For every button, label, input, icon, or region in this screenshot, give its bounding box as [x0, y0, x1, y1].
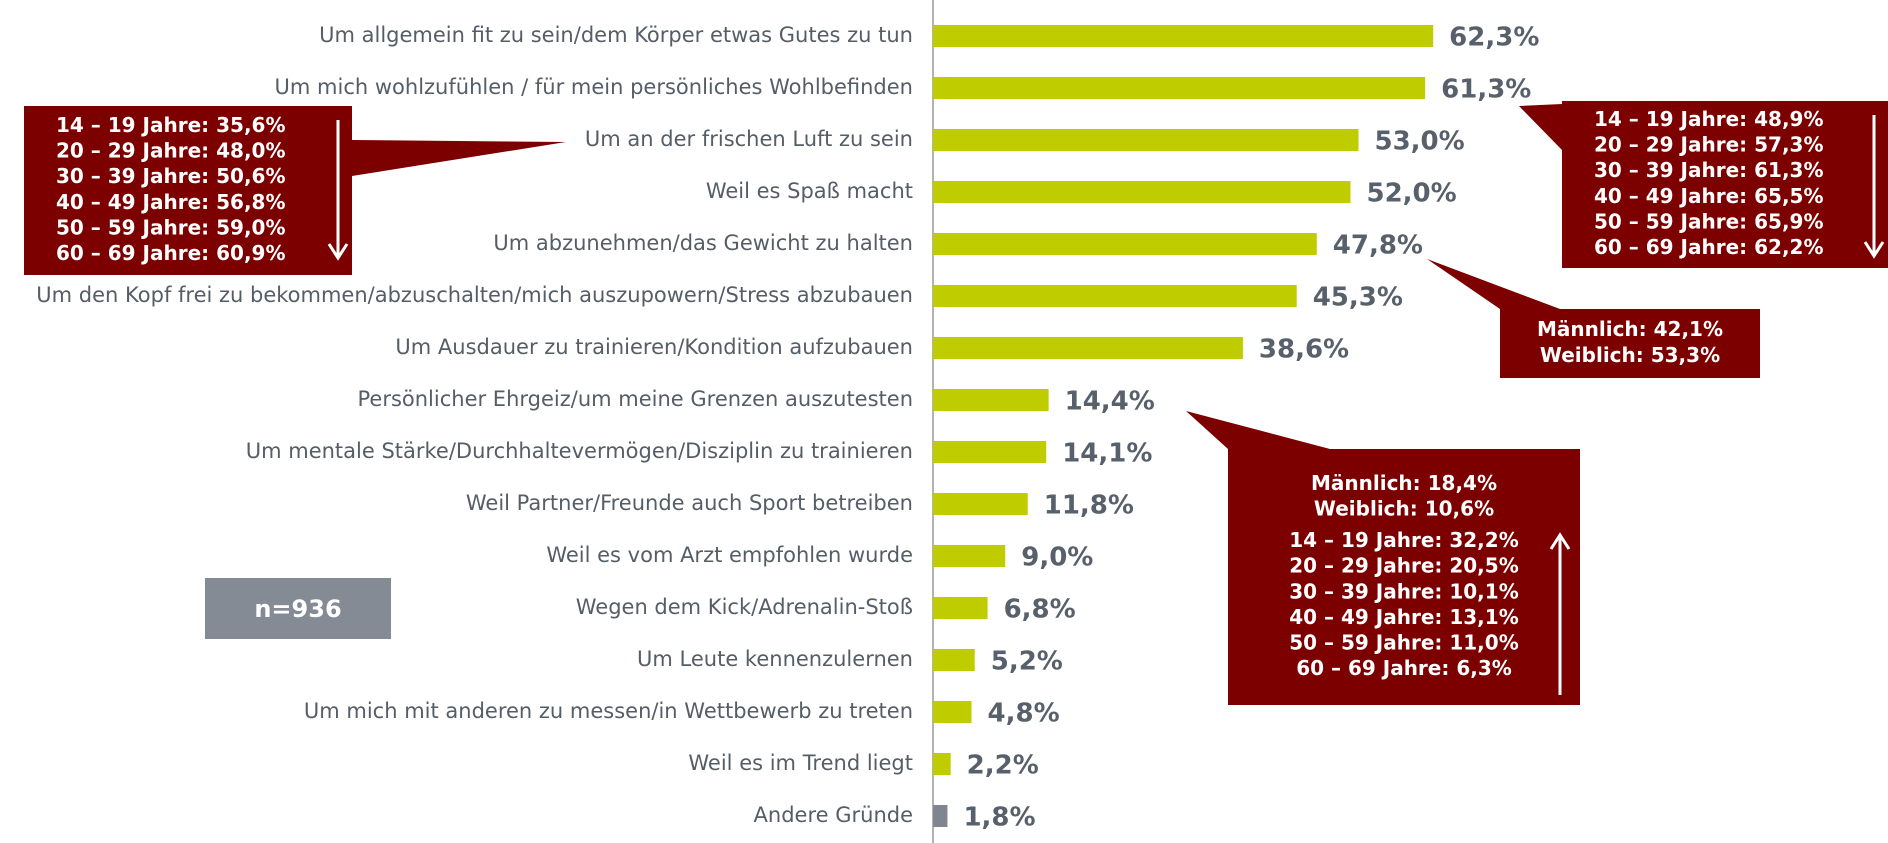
bar: [933, 701, 972, 723]
value-label: 1,8%: [963, 803, 1035, 833]
trend-arrowhead: [1863, 241, 1885, 259]
callout-text: 14 – 19 Jahre: 32,2%: [1289, 528, 1519, 552]
callout-text: 50 – 59 Jahre: 11,0%: [1289, 631, 1519, 655]
bar: [933, 649, 975, 671]
bar: [933, 233, 1317, 255]
bar: [933, 441, 1047, 463]
callout-box: [1562, 101, 1888, 268]
category-label: Weil es vom Arzt empfohlen wurde: [546, 543, 913, 567]
callout-text: 60 – 69 Jahre: 62,2%: [1594, 235, 1824, 259]
callout-pointer: [1519, 104, 1562, 150]
callout-text: 30 – 39 Jahre: 61,3%: [1594, 158, 1824, 182]
category-label: Andere Gründe: [754, 803, 913, 827]
callout-box: [1228, 449, 1580, 705]
callout-text: 60 – 69 Jahre: 6,3%: [1296, 656, 1512, 680]
category-label: Um abzunehmen/das Gewicht zu halten: [493, 231, 913, 255]
value-label: 2,2%: [967, 751, 1039, 781]
bar: [933, 25, 1434, 47]
category-label: Um Leute kennenzulernen: [637, 647, 913, 671]
category-label: Persönlicher Ehrgeiz/um meine Grenzen au…: [357, 387, 913, 411]
sample-size-box: [205, 578, 391, 639]
callout-text: 30 – 39 Jahre: 50,6%: [56, 164, 286, 188]
bar: [933, 285, 1297, 307]
bar: [933, 597, 988, 619]
bar: [933, 129, 1359, 151]
callout-pointer: [352, 140, 566, 176]
bar: [933, 337, 1243, 359]
bar: [933, 77, 1426, 99]
callout-text: 50 – 59 Jahre: 59,0%: [56, 215, 286, 239]
callout-text: 20 – 29 Jahre: 20,5%: [1289, 554, 1519, 578]
value-label: 62,3%: [1449, 23, 1539, 53]
callout-box: [1500, 309, 1760, 378]
category-label: Um Ausdauer zu trainieren/Kondition aufz…: [395, 335, 913, 359]
bar: [933, 545, 1006, 567]
bar: [933, 493, 1028, 515]
callout-text: 40 – 49 Jahre: 13,1%: [1289, 605, 1519, 629]
category-label: Um allgemein fit zu sein/dem Körper etwa…: [319, 23, 913, 47]
bar: [933, 181, 1351, 203]
value-label: 6,8%: [1004, 595, 1076, 625]
value-label: 9,0%: [1021, 543, 1093, 573]
bar: [933, 753, 951, 775]
value-label: 38,6%: [1259, 335, 1349, 365]
category-label: Weil es im Trend liegt: [688, 751, 913, 775]
callout-text: Männlich: 42,1%: [1537, 317, 1723, 341]
bar: [933, 805, 948, 827]
callout-text: 50 – 59 Jahre: 65,9%: [1594, 209, 1824, 233]
value-label: 47,8%: [1333, 231, 1423, 261]
callout-text: 20 – 29 Jahre: 48,0%: [56, 139, 286, 163]
callout-text: 14 – 19 Jahre: 48,9%: [1594, 107, 1824, 131]
category-label: Um mich mit anderen zu messen/in Wettbew…: [304, 699, 913, 723]
callout-text: 30 – 39 Jahre: 10,1%: [1289, 579, 1519, 603]
callout-text: 40 – 49 Jahre: 65,5%: [1594, 184, 1824, 208]
value-label: 4,8%: [988, 699, 1060, 729]
callout-text: 20 – 29 Jahre: 57,3%: [1594, 133, 1824, 157]
callout-text: 60 – 69 Jahre: 60,9%: [56, 241, 286, 265]
sample-size: n=936: [254, 595, 341, 623]
callout-text: 14 – 19 Jahre: 35,6%: [56, 113, 286, 137]
value-label: 14,4%: [1065, 387, 1155, 417]
callout-pointer: [1427, 259, 1560, 309]
callout-box: [24, 106, 352, 275]
value-label: 53,0%: [1375, 127, 1465, 157]
category-label: Um mich wohlzufühlen / für mein persönli…: [275, 75, 913, 99]
category-label: Um den Kopf frei zu bekommen/abzuschalte…: [36, 283, 913, 307]
callout-text: 40 – 49 Jahre: 56,8%: [56, 190, 286, 214]
trend-arrowhead: [327, 243, 349, 261]
callout-text: Männlich: 18,4%: [1311, 471, 1497, 495]
callout-text: Weiblich: 53,3%: [1540, 343, 1720, 367]
value-label: 11,8%: [1044, 491, 1134, 521]
category-label: Um an der frischen Luft zu sein: [585, 127, 913, 151]
value-label: 61,3%: [1441, 75, 1531, 105]
category-label: Weil es Spaß macht: [706, 179, 913, 203]
value-label: 14,1%: [1062, 439, 1152, 469]
value-label: 52,0%: [1366, 179, 1456, 209]
category-label: Um mentale Stärke/Durchhaltevermögen/Dis…: [246, 439, 913, 463]
bar: [933, 389, 1049, 411]
value-label: 45,3%: [1313, 283, 1403, 313]
category-label: Wegen dem Kick/Adrenalin-Stoß: [576, 595, 913, 619]
callout-text: Weiblich: 10,6%: [1314, 497, 1494, 521]
value-label: 5,2%: [991, 647, 1063, 677]
trend-arrowhead: [1549, 532, 1571, 550]
category-label: Weil Partner/Freunde auch Sport betreibe…: [466, 491, 913, 515]
callout-pointer: [1186, 411, 1330, 449]
